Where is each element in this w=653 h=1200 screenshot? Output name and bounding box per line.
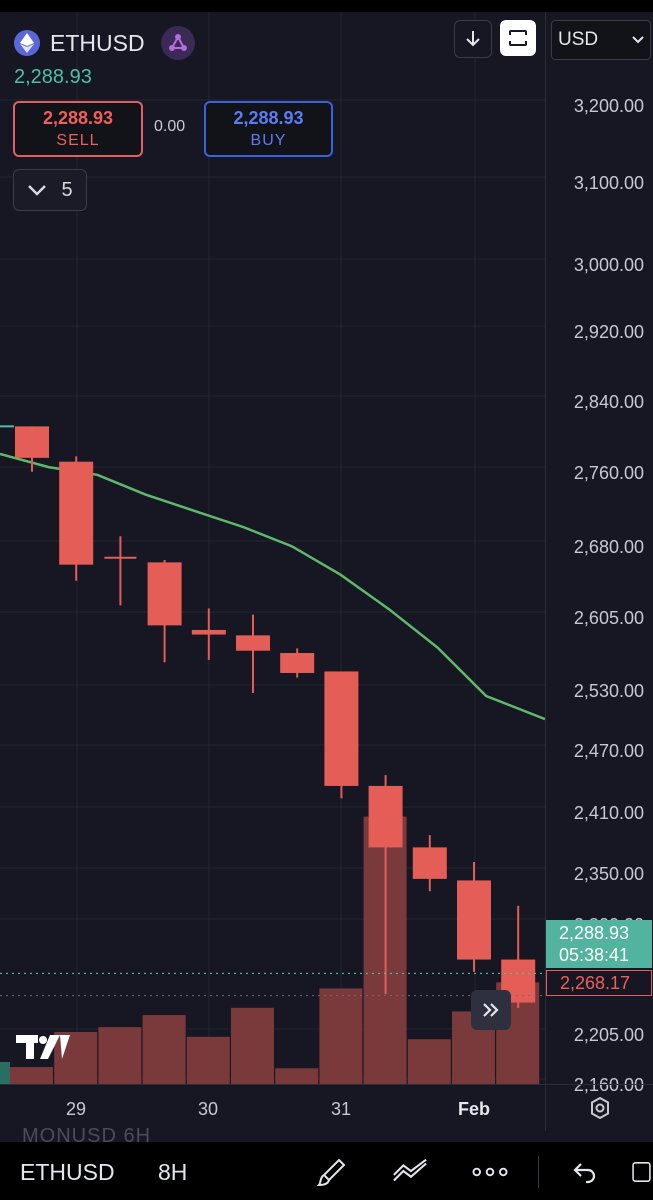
candle[interactable] [324, 671, 359, 799]
spread-value: 0.00 [154, 118, 186, 135]
indicators-toggle-button[interactable]: 5 [13, 169, 87, 211]
price-axis-label: 2,760.00 [573, 463, 644, 483]
symbol-name[interactable]: ETHUSD [50, 29, 145, 56]
time-label: Feb [458, 1099, 491, 1119]
price-axis-label: 2,350.00 [573, 864, 644, 884]
bottom-toolbar: ETHUSD 8H [0, 1142, 653, 1200]
fit-screen-icon [509, 30, 527, 46]
volume-bar [231, 1007, 274, 1084]
sell-button[interactable]: 2,288.93 SELL [13, 101, 143, 157]
undo-icon [573, 1163, 596, 1184]
chart-area[interactable] [0, 12, 545, 1084]
current-price-tag: 2,288.93 05:38:41 [546, 920, 652, 968]
price-axis-label: 2,470.00 [573, 741, 644, 761]
sell-label: SELL [56, 132, 100, 149]
volume-bar [10, 1067, 53, 1084]
candle-body [412, 847, 447, 879]
currency-select[interactable]: USD [551, 20, 651, 60]
volume-bar [407, 1039, 451, 1084]
candlestick-chart[interactable] [0, 12, 545, 1084]
candle[interactable] [412, 835, 447, 892]
double-chevron-right-icon [483, 1003, 499, 1017]
toolbar-divider [538, 1156, 539, 1188]
price-axis-label: 3,200.00 [573, 96, 644, 116]
volume-bar [0, 1062, 10, 1084]
time-label: 30 [198, 1099, 219, 1119]
candle-body [324, 671, 359, 786]
indicators-icon [393, 1158, 427, 1182]
ethereum-icon [14, 30, 40, 56]
candle-body [368, 785, 403, 848]
chevron-down-icon [28, 185, 47, 196]
candle[interactable] [147, 560, 182, 663]
undo-button[interactable] [566, 1154, 602, 1190]
brush-icon [317, 1158, 346, 1187]
candle-body [280, 653, 315, 673]
drawing-tool-button[interactable] [314, 1154, 350, 1190]
candle[interactable] [59, 456, 94, 581]
price-axis-label: 2,920.00 [573, 322, 644, 342]
buy-price: 2,288.93 [233, 108, 304, 128]
candle[interactable] [191, 608, 226, 660]
tradingview-logo [12, 1030, 72, 1067]
candle-body [457, 880, 491, 960]
candle-body [147, 562, 182, 626]
time-label: 31 [331, 1099, 352, 1119]
volume-bar [142, 1015, 186, 1084]
price-axis-label: 2,160.00 [573, 1075, 644, 1095]
chevron-down-icon [632, 36, 644, 44]
download-icon [466, 31, 480, 47]
price-axis-label: 2,530.00 [573, 681, 644, 701]
symbol-header[interactable]: ETHUSD [14, 26, 195, 60]
download-button[interactable] [454, 20, 492, 58]
volume-bar [319, 988, 363, 1084]
scroll-to-realtime-button[interactable] [471, 990, 511, 1030]
sell-price: 2,288.93 [42, 108, 114, 128]
interval-button[interactable]: 8H [158, 1159, 188, 1185]
price-axis-label: 3,000.00 [573, 255, 644, 275]
candle-body [15, 426, 49, 458]
candle[interactable] [104, 536, 137, 606]
last-price: 2,288.93 [14, 66, 92, 88]
low-price-tag: 2,268.17 [546, 970, 652, 996]
price-axis-label: 2,410.00 [573, 803, 644, 823]
bottom-symbol-button[interactable]: ETHUSD [20, 1159, 115, 1185]
buy-button[interactable]: 2,288.93 BUY [204, 101, 333, 157]
price-axis-label: 2,680.00 [573, 537, 644, 557]
indicators-button[interactable] [392, 1154, 428, 1190]
price-axis-label: 3,100.00 [573, 173, 644, 193]
buy-label: BUY [250, 132, 287, 149]
status-bar [0, 0, 653, 12]
price-axis-label: 2,605.00 [573, 608, 644, 628]
fit-screen-button[interactable] [500, 20, 536, 56]
candle[interactable] [368, 775, 403, 995]
share-icon[interactable] [160, 26, 195, 60]
more-icon [472, 1167, 508, 1177]
volume-bar [275, 1068, 319, 1084]
current-price: 2,288.93 [559, 923, 630, 943]
candle-body [191, 629, 226, 635]
fullscreen-button[interactable] [630, 1154, 653, 1190]
candle-body [59, 461, 94, 565]
indicators-count: 5 [61, 178, 73, 201]
currency-value: USD [558, 29, 599, 50]
volume-bar [98, 1027, 142, 1084]
chart-settings-button[interactable] [545, 1084, 653, 1131]
time-axis[interactable]: 29 30 31 Feb [0, 1084, 545, 1131]
background-watermark: MONUSD 6H [22, 1125, 152, 1147]
candle[interactable] [280, 648, 315, 678]
time-label: 29 [66, 1099, 87, 1119]
price-axis-label: 2,840.00 [573, 392, 644, 412]
bar-countdown: 05:38:41 [559, 945, 630, 965]
more-button[interactable] [472, 1154, 508, 1190]
candle[interactable] [236, 614, 270, 693]
candle[interactable] [15, 426, 49, 472]
fullscreen-icon [632, 1162, 651, 1182]
price-axis-label: 2,205.00 [573, 1025, 644, 1045]
candle[interactable] [457, 861, 491, 972]
gear-icon [591, 1096, 609, 1120]
volume-bar [186, 1036, 230, 1084]
candle-body [236, 635, 270, 651]
